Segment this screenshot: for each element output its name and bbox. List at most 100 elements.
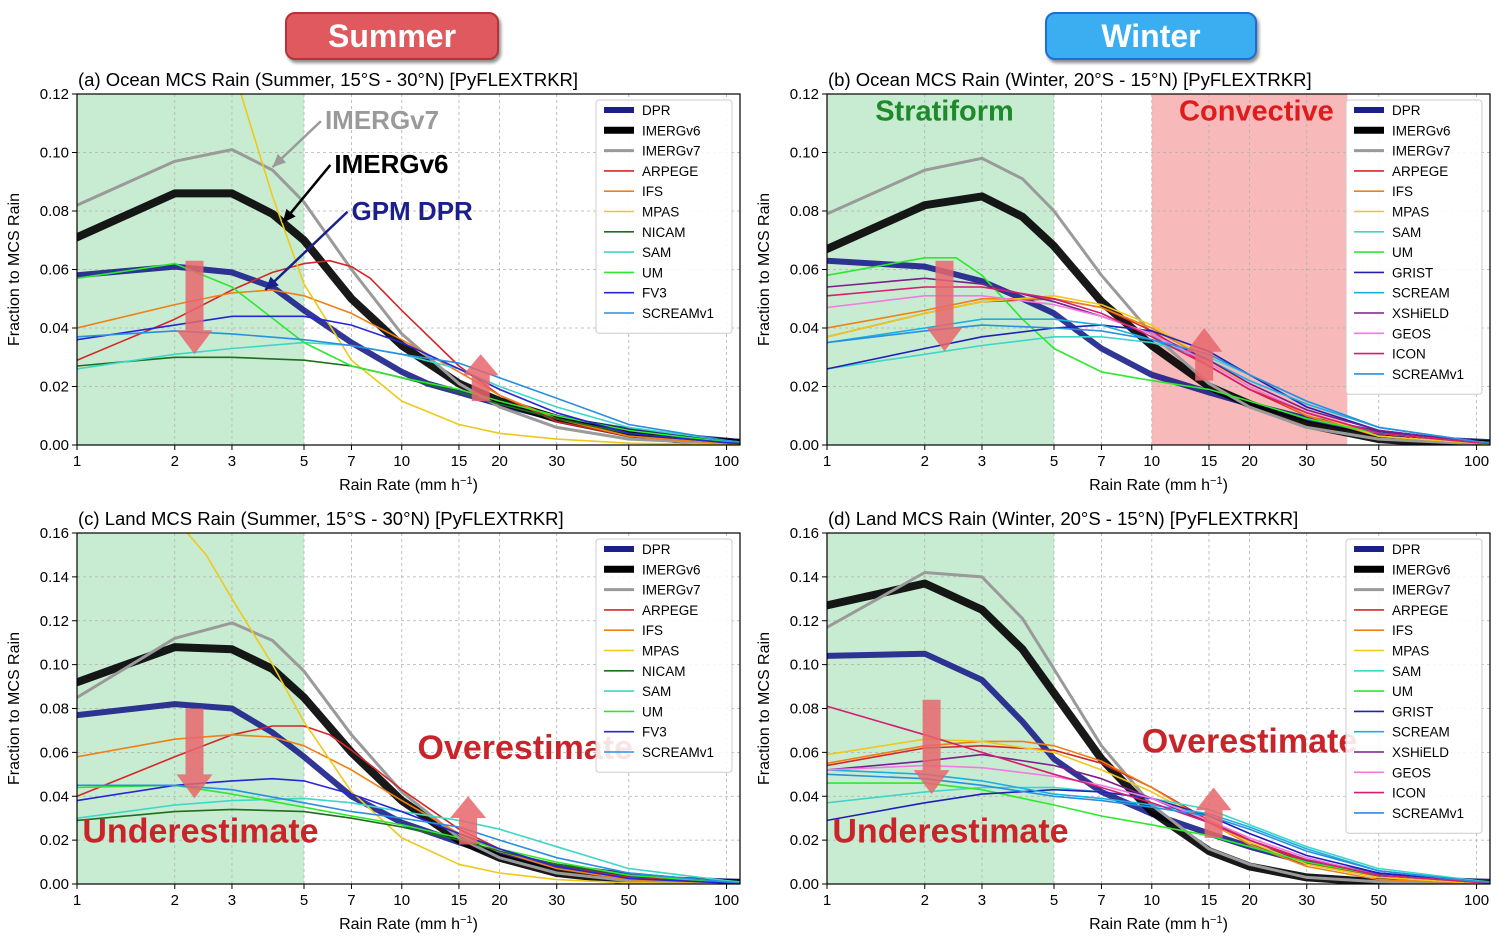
y-tick-label: 0.14 [790, 569, 819, 586]
x-tick-label: 15 [451, 892, 468, 909]
legend-entry: NICAM [642, 664, 686, 679]
legend: DPR IMERGv6 IMERGv7 ARPEGE IFS MPAS SAM UM GRIST… [1345, 538, 1483, 834]
x-tick-label: 3 [228, 892, 236, 909]
legend-entry: DPR [1392, 103, 1421, 118]
legend-entry: DPR [642, 103, 671, 118]
legend-box [1345, 99, 1483, 395]
legend-entry: IFS [642, 184, 663, 199]
y-tick-label: 0.10 [40, 145, 69, 162]
legend-entry: IMERGv6 [1392, 123, 1451, 138]
y-axis-label: Fraction to MCS Rain [6, 193, 23, 346]
legend: DPR IMERGv6 IMERGv7 ARPEGE IFS MPAS NICAM SAM UM… [595, 538, 733, 773]
x-tick-label: 7 [1097, 453, 1105, 470]
region-label: Underestimate [82, 812, 318, 850]
series-line-um [77, 262, 740, 444]
y-tick-label: 0.12 [40, 86, 69, 103]
x-tick-label: 2 [921, 892, 929, 909]
legend-entry: SCREAMv1 [642, 306, 714, 321]
legend-entry: ARPEGE [1392, 603, 1448, 618]
series-line-ifs [77, 289, 740, 445]
x-tick-label: 100 [714, 453, 739, 470]
annotation-arrowhead [272, 153, 287, 168]
panel-title: (a) Ocean MCS Rain (Summer, 15°S - 30°N)… [78, 69, 578, 90]
series-line-screamv1 [77, 784, 740, 884]
series-line-ifs [77, 734, 740, 884]
y-tick-label: 0.12 [790, 86, 819, 103]
legend-entry: IMERGv6 [642, 562, 701, 577]
x-tick-label: 20 [1241, 892, 1258, 909]
y-axis-label: Fraction to MCS Rain [756, 193, 773, 346]
x-tick-label: 100 [714, 892, 739, 909]
legend-entry: UM [1392, 245, 1413, 260]
y-tick-label: 0.00 [790, 876, 819, 893]
annotation-arrowhead [282, 208, 296, 223]
legend-entry: GEOS [1392, 326, 1431, 341]
legend-entry: UM [642, 704, 663, 719]
season-badge-summer: Summer [285, 12, 499, 60]
legend-entry: ARPEGE [642, 164, 698, 179]
y-tick-label: 0.06 [790, 744, 819, 761]
series-line-mpas [240, 94, 728, 445]
y-tick-label: 0.00 [40, 876, 69, 893]
y-tick-label: 0.04 [40, 320, 69, 337]
x-tick-label: 1 [73, 892, 81, 909]
y-tick-label: 0.00 [790, 437, 819, 454]
panel-title: (c) Land MCS Rain (Summer, 15°S - 30°N) … [78, 508, 564, 529]
x-tick-label: 7 [347, 892, 355, 909]
y-axis-label: Fraction to MCS Rain [6, 632, 23, 785]
series-line-screamv1 [827, 324, 1490, 444]
y-tick-label: 0.02 [790, 832, 819, 849]
x-tick-label: 20 [491, 892, 508, 909]
legend-entry: DPR [642, 542, 671, 557]
legend-entry: SAM [1392, 664, 1421, 679]
trend-arrow-up [462, 354, 499, 402]
x-tick-label: 100 [1464, 892, 1489, 909]
x-tick-label: 15 [1201, 453, 1218, 470]
legend-entry: IFS [642, 623, 663, 638]
panel-a: 1 2 3 5 7 10 15 20 30 50 100 0.00 0.02 0.04 0.06 0.08 0.… [6, 69, 741, 494]
legend-entry: SCREAM [1392, 286, 1450, 301]
x-tick-label: 1 [823, 453, 831, 470]
x-tick-label: 1 [823, 892, 831, 909]
legend-entry: FV3 [642, 286, 667, 301]
x-tick-label: 10 [393, 892, 410, 909]
series-line-screamv1 [827, 773, 1490, 883]
y-tick-label: 0.10 [790, 145, 819, 162]
x-tick-label: 3 [978, 892, 986, 909]
y-tick-label: 0.10 [40, 657, 69, 674]
y-tick-label: 0.02 [40, 832, 69, 849]
x-tick-label: 3 [228, 453, 236, 470]
x-axis-label: Rain Rate (mm h−1) [1089, 475, 1228, 494]
series-line-icon [827, 286, 1490, 445]
x-tick-label: 30 [1298, 892, 1315, 909]
series-line-screamv1 [77, 330, 740, 443]
trend-arrow-up [450, 796, 487, 845]
y-axis-label: Fraction to MCS Rain [756, 632, 773, 785]
x-tick-label: 2 [171, 892, 179, 909]
series-line-arpege [77, 725, 740, 884]
x-tick-label: 10 [1143, 892, 1160, 909]
annotation-arrowhead [265, 276, 279, 290]
x-tick-label: 50 [620, 453, 637, 470]
region-label: Overestimate [1142, 722, 1357, 760]
y-tick-label: 0.08 [40, 701, 69, 718]
y-tick-label: 0.06 [40, 262, 69, 279]
y-tick-label: 0.04 [790, 320, 819, 337]
annotation-label: GPM DPR [351, 196, 473, 226]
legend-entry: MPAS [642, 205, 679, 220]
x-tick-label: 20 [1241, 453, 1258, 470]
x-tick-label: 5 [1050, 892, 1058, 909]
x-tick-label: 20 [491, 453, 508, 470]
x-tick-label: 50 [1370, 892, 1387, 909]
x-tick-label: 3 [978, 453, 986, 470]
y-tick-label: 0.08 [790, 701, 819, 718]
x-tick-label: 1 [73, 453, 81, 470]
legend-entry: ARPEGE [1392, 164, 1448, 179]
series-line-fv3 [77, 777, 740, 884]
series-line-um [77, 784, 740, 884]
x-tick-label: 7 [1097, 892, 1105, 909]
y-tick-label: 0.06 [790, 262, 819, 279]
x-tick-label: 15 [1201, 892, 1218, 909]
y-tick-label: 0.02 [790, 379, 819, 396]
